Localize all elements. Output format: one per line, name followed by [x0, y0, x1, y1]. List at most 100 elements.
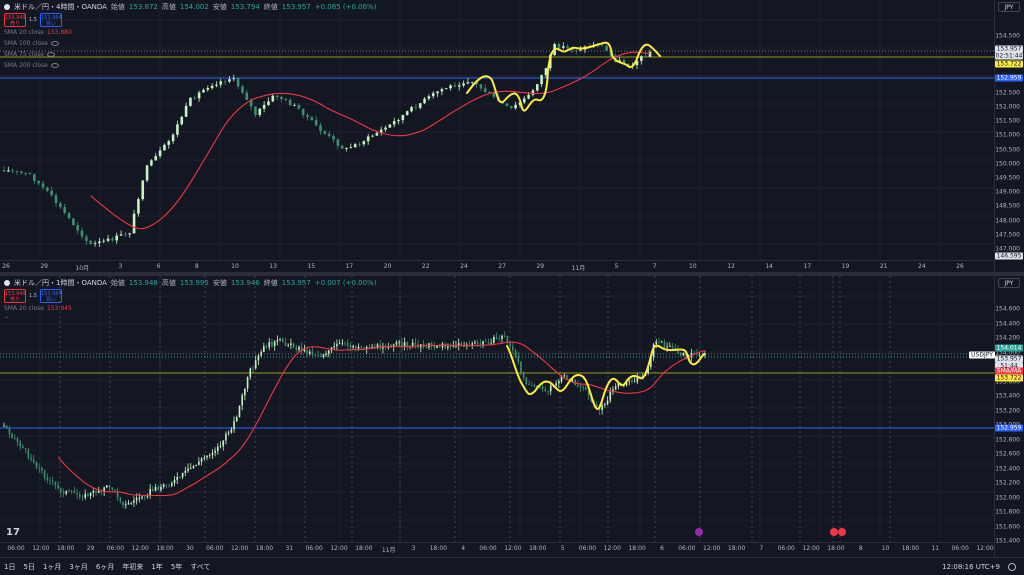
candle-body [617, 382, 620, 387]
candle-body [505, 103, 509, 107]
time-tick: 18:00 [529, 545, 547, 552]
price-plot-4h[interactable] [0, 0, 994, 260]
indicator-sma100[interactable]: SMA 100 close [4, 38, 376, 49]
candle-body [571, 379, 574, 382]
candle-body [631, 380, 633, 383]
candle-body [41, 183, 45, 188]
time-tick: 18:00 [429, 545, 448, 552]
ohlc-open-label: 始値 [110, 279, 125, 287]
time-tick: 18:00 [355, 545, 373, 552]
candle-body [128, 233, 132, 235]
candle-body [403, 342, 406, 347]
candle-body [28, 173, 32, 175]
candle-body [228, 79, 231, 82]
time-tick: 06:00 [678, 545, 696, 552]
currency-selector[interactable]: JPY [998, 2, 1020, 12]
time-tick: 18:00 [255, 545, 274, 552]
ohlc-close-value: 153.957 [281, 279, 311, 287]
chart-pane-1h[interactable]: 米ドル／円・1時間・OANDA 始値 153.948 高値 153.995 安値 15… [0, 276, 1024, 557]
ohlc-low-value: 153.946 [230, 279, 260, 287]
indicator-sma20[interactable]: SMA 20 close 153.880 [4, 27, 376, 38]
time-axis-1h[interactable]: 06:00 12:00 18:00 29 06:00 12:00 18:00 30 06:00 1… [0, 542, 994, 554]
candle-body [215, 84, 218, 86]
symbol-title[interactable]: 米ドル／円・4時間・OANDA [14, 3, 107, 11]
timeframe-button[interactable]: すべて [190, 562, 211, 571]
us-flag-icon [838, 528, 846, 536]
timeframe-button[interactable]: 5日 [23, 562, 35, 571]
sell-price: 153.949 [5, 15, 26, 21]
collapse-legend[interactable]: ⌃ [4, 314, 376, 325]
candle-body [3, 425, 5, 427]
clock-display[interactable]: 12:08:16 UTC+9 [942, 562, 1000, 571]
eye-icon[interactable] [50, 63, 59, 68]
price-tick: 147.000 [995, 245, 1020, 253]
candle-body [436, 345, 438, 348]
eye-icon[interactable] [50, 41, 59, 46]
candle-body [346, 342, 349, 346]
sma-line [90, 51, 651, 230]
time-tick: 06:00 [777, 545, 795, 552]
indicator-sma20[interactable]: SMA 20 close 153.945 [4, 303, 376, 314]
timeframe-button[interactable]: 1ヶ月 [42, 562, 62, 571]
price-axis-4h[interactable]: JPY 154.500154.000153.500153.000152.5001… [994, 0, 1024, 272]
candle-body [22, 446, 24, 449]
candle-body [122, 501, 124, 506]
candle-body [353, 144, 357, 148]
range-low-tag: 146.595 [995, 252, 1023, 260]
buy-button[interactable]: 153.964 買い [39, 13, 62, 27]
price-axis-1h[interactable]: JPY 154.600154.400154.200154.000153.8001… [969, 276, 1024, 557]
chart-pane-4h[interactable]: 米ドル／円・4時間・OANDA 始値 153.872 高値 154.002 安値 15… [0, 0, 1024, 272]
sell-button[interactable]: 153.949 売り [4, 13, 26, 27]
candle-body [168, 485, 170, 486]
indicator-sma200[interactable]: SMA 200 close [4, 60, 376, 71]
price-plot-1h[interactable] [0, 276, 994, 542]
candle-body [666, 346, 668, 348]
timeframe-button[interactable]: 1年 [151, 562, 163, 571]
candle-body [549, 385, 552, 392]
gear-icon[interactable] [1008, 562, 1016, 571]
candle-body [401, 114, 405, 121]
indicator-sma75[interactable]: SMA 75 close [4, 49, 376, 60]
sell-button[interactable]: 153.949 売り [4, 289, 26, 303]
symbol-title[interactable]: 米ドル／円・1時間・OANDA [14, 279, 107, 287]
candle-body [160, 486, 162, 491]
candle-body [257, 355, 260, 361]
candle-body [444, 343, 446, 348]
candle-body [392, 344, 395, 347]
chevron-up-icon[interactable]: ⌃ [4, 316, 10, 323]
candle-body [100, 490, 103, 492]
time-axis-4h[interactable]: 26 29 10月 3 6 8 10 13 15 17 20 22 24 27 29 11月 5 7 10 12 14 1… [0, 260, 994, 272]
candle-body [395, 342, 398, 345]
price-tick: 150.000 [995, 160, 1020, 168]
candle-body [539, 386, 541, 388]
candle-body [474, 342, 476, 344]
time-tick: 12:00 [230, 545, 249, 552]
time-tick: 12:00 [802, 545, 820, 552]
candle-body [406, 342, 409, 347]
currency-selector[interactable]: JPY [998, 278, 1020, 288]
candle-body [501, 335, 503, 340]
candle-body [124, 234, 127, 236]
timeframe-button[interactable]: 3ヶ月 [69, 562, 88, 571]
candle-body [85, 236, 88, 241]
candle-body [333, 346, 336, 348]
time-tick: 3 [411, 545, 416, 552]
candle-body [78, 494, 81, 497]
candle-body [647, 366, 649, 374]
candle-body [176, 124, 179, 135]
price-tick: 151.500 [995, 117, 1020, 125]
tradingview-logo[interactable]: 17 [6, 527, 20, 538]
time-tick: 6 [660, 545, 664, 552]
pane-divider[interactable] [0, 272, 1024, 276]
time-tick: 13 [269, 263, 277, 270]
candle-body [327, 133, 331, 137]
candle-body [232, 78, 236, 80]
timeframe-button[interactable]: 6ヶ月 [95, 562, 115, 571]
eye-icon[interactable] [47, 52, 55, 57]
timeframe-button[interactable]: 5年 [170, 562, 183, 571]
timeframe-button[interactable]: 年初来 [122, 562, 144, 571]
buy-button[interactable]: 153.964 買い [39, 289, 62, 303]
candle-body [423, 98, 426, 104]
timeframe-button[interactable]: 1日 [4, 562, 16, 571]
candle-body [189, 97, 192, 106]
